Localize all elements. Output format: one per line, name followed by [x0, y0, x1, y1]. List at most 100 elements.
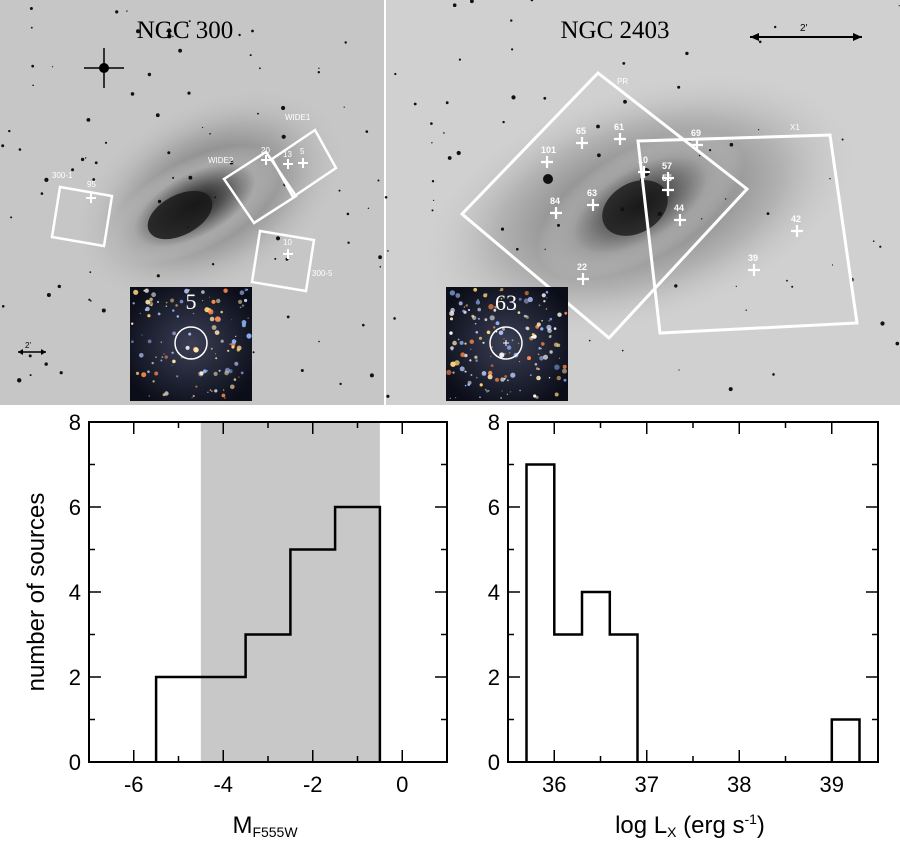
y-tick-label: 2 [69, 665, 81, 690]
inset-star [536, 322, 541, 327]
inset-star [536, 367, 539, 370]
field-star [431, 209, 434, 212]
field-star [394, 72, 397, 76]
inset-star [541, 293, 546, 298]
svg-text:55: 55 [662, 173, 672, 183]
inset-star [131, 340, 134, 344]
source-marker-84: 84 [550, 196, 562, 219]
inset-star [449, 331, 453, 335]
field-label-pr: PR [617, 77, 628, 86]
inset-star [184, 288, 189, 294]
inset-star [514, 308, 516, 310]
ticks-right: 36 37 38 39 0 2 4 6 8 [488, 410, 879, 797]
inset-star [171, 351, 174, 354]
field-star [317, 71, 320, 74]
field-star [362, 323, 365, 327]
inset-star [537, 353, 540, 356]
field-star [10, 216, 13, 219]
inset-star [504, 375, 508, 378]
inset-star [208, 309, 214, 315]
histogram-bin-1 [554, 635, 582, 763]
inset-star [477, 317, 480, 320]
field-star [202, 126, 204, 129]
source-marker-22: 22 [577, 262, 589, 285]
inset-star [488, 390, 490, 392]
inset-star [556, 375, 561, 381]
histogram-luminosity: 36 37 38 39 0 2 4 6 8 log LX (erg s-1) [488, 410, 879, 840]
inset-star [475, 331, 479, 334]
field-star [130, 92, 135, 96]
field-star [774, 25, 777, 29]
field-star [275, 236, 281, 241]
inset-star [545, 290, 549, 294]
x-tick-label: 37 [635, 772, 659, 797]
x-tick-label: -6 [124, 772, 144, 797]
source-marker-39: 39 [748, 253, 760, 276]
inset-star [185, 345, 190, 350]
inset-star [191, 397, 193, 399]
inset-star [510, 391, 512, 393]
field-star [344, 41, 347, 44]
inset-star [458, 301, 463, 306]
field-star [46, 293, 51, 297]
field-star [772, 373, 775, 376]
field-star [1, 305, 5, 308]
field-star [841, 138, 844, 141]
svg-text:2': 2' [800, 23, 808, 34]
source-marker-63: 63 [587, 188, 599, 211]
histogram-bins-luminosity [527, 465, 860, 763]
inset-star [244, 288, 248, 292]
inset-star [202, 300, 204, 302]
field-star [167, 151, 171, 155]
inset-star [214, 316, 221, 322]
inset-star [202, 369, 207, 374]
inset-star [156, 300, 160, 304]
inset-star [546, 297, 548, 299]
inset-star [524, 291, 529, 296]
inset-star [211, 390, 213, 393]
x-tick-label: -2 [303, 772, 323, 797]
field-star [431, 142, 433, 144]
inset-star [502, 327, 505, 331]
inset-star [163, 353, 165, 355]
inset-star [216, 298, 221, 304]
field-star [470, 0, 474, 4]
inset-star [231, 339, 237, 344]
inset-star [479, 396, 481, 399]
inset-star [558, 357, 561, 359]
field-star [136, 29, 140, 34]
field-star [596, 124, 600, 129]
field-star [510, 48, 514, 51]
field-star [709, 149, 712, 152]
source-marker-55: 55 [662, 173, 674, 196]
inset-star [193, 347, 199, 353]
field-star [86, 118, 91, 122]
inset-star [145, 306, 150, 312]
inset-star [247, 317, 249, 319]
inset-star [459, 340, 464, 345]
svg-text:10: 10 [283, 238, 292, 247]
inset-star [503, 338, 505, 340]
inset-star [455, 293, 461, 298]
inset-star [239, 290, 245, 296]
field-star [167, 34, 172, 39]
ngc300-title: NGC 300 [137, 17, 234, 44]
inset-star [481, 371, 487, 376]
histogram-bin-4 [832, 720, 860, 763]
field-star [895, 341, 900, 346]
inset-star [475, 359, 478, 362]
bright-star-icon [84, 48, 124, 88]
field-star [377, 179, 380, 182]
field-star [188, 20, 191, 23]
field-star [379, 266, 382, 268]
ngc2403-source-markers: 65 61 69 101 10 57 55 63 84 44 42 39 22 [541, 122, 803, 285]
inset-star [143, 289, 146, 292]
field-star [728, 387, 733, 392]
inset-star [464, 370, 467, 373]
field-star [430, 122, 433, 125]
field-star [544, 248, 546, 250]
inset-star [485, 389, 489, 393]
inset-star [531, 333, 535, 336]
inset-star [211, 299, 216, 304]
y-tick-label: 2 [488, 665, 500, 690]
